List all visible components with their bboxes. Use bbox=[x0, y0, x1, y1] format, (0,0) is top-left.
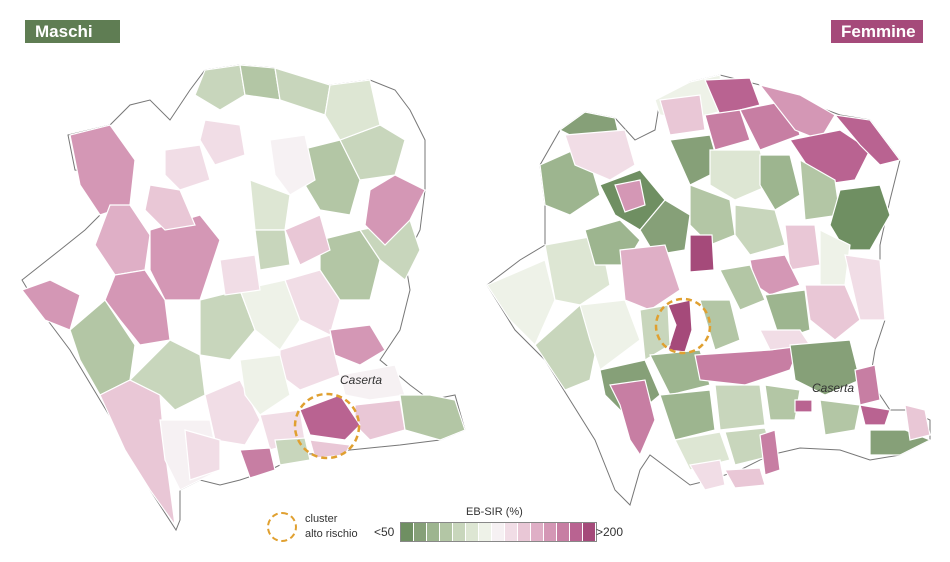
legend-swatch bbox=[440, 523, 453, 541]
legend-swatch bbox=[518, 523, 531, 541]
male-area bbox=[21, 279, 81, 331]
legend-swatch bbox=[583, 523, 596, 541]
female-area bbox=[659, 94, 706, 136]
male-area bbox=[284, 269, 341, 336]
male-area bbox=[284, 214, 331, 266]
female-area bbox=[659, 389, 716, 441]
female-area bbox=[704, 77, 761, 116]
male-panel-label: Maschi bbox=[25, 20, 120, 43]
male-area bbox=[339, 364, 406, 401]
cluster-legend-label-2: alto rischio bbox=[305, 528, 358, 540]
female-area bbox=[844, 254, 886, 321]
legend-max-label: >200 bbox=[596, 525, 624, 539]
female-area bbox=[709, 149, 771, 201]
female-area bbox=[833, 114, 902, 166]
female-area bbox=[619, 244, 681, 311]
legend-swatch bbox=[544, 523, 557, 541]
female-area bbox=[854, 364, 881, 406]
male-area bbox=[299, 394, 361, 441]
female-area bbox=[759, 429, 781, 476]
female-map: Caserta bbox=[486, 74, 932, 506]
male-area bbox=[199, 119, 246, 166]
legend-swatch bbox=[466, 523, 479, 541]
female-area bbox=[794, 399, 813, 413]
female-area bbox=[859, 404, 891, 426]
male-area bbox=[184, 429, 221, 481]
legend-swatch bbox=[414, 523, 427, 541]
male-area bbox=[254, 229, 291, 271]
female-area bbox=[719, 264, 766, 311]
cluster-legend-label-1: cluster bbox=[305, 513, 338, 525]
legend-swatch bbox=[505, 523, 518, 541]
legend-swatch bbox=[531, 523, 544, 541]
legend-swatch bbox=[427, 523, 440, 541]
female-area bbox=[829, 184, 891, 251]
legend-title: EB-SIR (%) bbox=[466, 506, 523, 518]
female-area bbox=[579, 299, 641, 371]
legend-swatch bbox=[479, 523, 492, 541]
legend-swatch bbox=[557, 523, 570, 541]
male-area bbox=[239, 279, 301, 351]
city-label-male: Caserta bbox=[340, 373, 382, 387]
female-area bbox=[486, 259, 556, 347]
male-area bbox=[239, 64, 281, 101]
female-area bbox=[734, 204, 786, 256]
female-panel-label: Femmine bbox=[831, 20, 923, 43]
legend-color-scale bbox=[400, 522, 597, 542]
male-area bbox=[239, 447, 276, 479]
female-area bbox=[759, 154, 801, 211]
male-area bbox=[274, 437, 311, 466]
female-area bbox=[724, 467, 766, 489]
female-cluster-marker bbox=[654, 297, 712, 355]
female-area bbox=[689, 234, 715, 273]
male-map: Caserta bbox=[21, 64, 466, 532]
female-area bbox=[789, 339, 861, 396]
male-area bbox=[324, 79, 381, 141]
legend-min-label: <50 bbox=[374, 525, 395, 539]
male-area bbox=[239, 354, 291, 416]
female-area bbox=[639, 304, 671, 362]
female-area bbox=[764, 289, 811, 341]
female-area bbox=[614, 179, 646, 213]
male-area bbox=[269, 134, 316, 196]
legend-swatch bbox=[401, 523, 414, 541]
female-area bbox=[609, 379, 656, 457]
female-area bbox=[819, 399, 861, 436]
female-area bbox=[564, 129, 636, 181]
male-area bbox=[219, 254, 261, 296]
female-area bbox=[758, 83, 836, 141]
female-area bbox=[689, 459, 726, 491]
legend-swatch bbox=[453, 523, 466, 541]
male-area bbox=[144, 184, 196, 231]
female-area bbox=[764, 384, 801, 421]
female-area bbox=[804, 284, 861, 341]
male-area bbox=[309, 439, 351, 459]
female-area bbox=[699, 299, 741, 351]
male-area bbox=[164, 144, 211, 191]
female-area bbox=[714, 384, 766, 431]
legend-swatch bbox=[492, 523, 505, 541]
male-area bbox=[194, 64, 246, 111]
female-area bbox=[689, 184, 736, 246]
female-area bbox=[649, 349, 711, 396]
male-area bbox=[399, 394, 466, 441]
city-label-female: Caserta bbox=[812, 381, 854, 395]
female-area bbox=[784, 224, 821, 271]
cluster-legend-icon bbox=[267, 512, 297, 542]
legend-swatch bbox=[570, 523, 583, 541]
male-cluster-marker bbox=[293, 392, 361, 460]
female-area bbox=[904, 404, 931, 441]
female-area bbox=[704, 109, 751, 151]
